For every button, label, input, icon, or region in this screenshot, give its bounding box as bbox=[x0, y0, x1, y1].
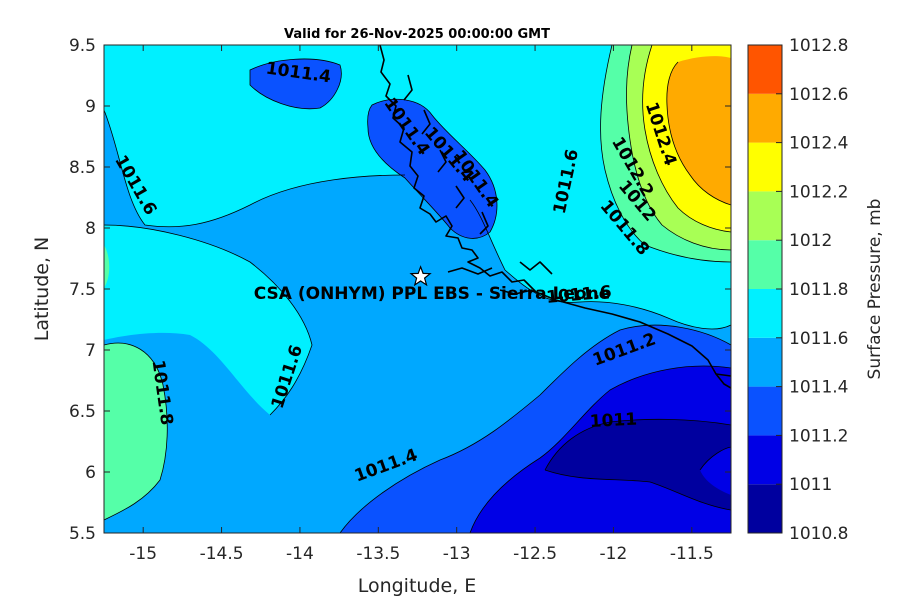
pressure-band-1011-6 bbox=[104, 45, 731, 329]
pressure-band-1012-4-ne bbox=[666, 56, 731, 206]
pressure-band-1011-6-west bbox=[104, 225, 312, 415]
colorbar: 1010.8 1011 1011.2 1011.4 1011.6 1011.8 1012 10… bbox=[747, 36, 848, 544]
x-tick-label: -14 bbox=[286, 544, 314, 564]
y-tick-label: 7.5 bbox=[69, 280, 96, 300]
colorbar-tick-label: 1011.8 bbox=[789, 280, 848, 300]
colorbar-tick-label: 1012.4 bbox=[789, 134, 848, 154]
colorbar-tick-label: 1012.6 bbox=[789, 85, 848, 105]
contour-label: 1011 bbox=[589, 410, 637, 432]
colorbar-swatch bbox=[748, 240, 782, 289]
pressure-band-1011-8-sw bbox=[104, 343, 168, 520]
colorbar-swatch bbox=[748, 142, 782, 192]
site-label: CSA (ONHYM) PPL EBS - Sierra Leone bbox=[254, 284, 611, 304]
colorbar-swatch bbox=[748, 191, 782, 241]
colorbar-tick-label: 1012 bbox=[789, 231, 832, 251]
colorbar-swatch bbox=[748, 45, 782, 94]
y-tick-label: 7 bbox=[85, 341, 96, 361]
y-tick-label: 6.5 bbox=[69, 402, 96, 422]
colorbar-tick-label: 1010.8 bbox=[789, 524, 848, 544]
colorbar-swatch bbox=[748, 289, 782, 338]
site-star-marker bbox=[409, 265, 432, 287]
colorbar-tick-label: 1011 bbox=[789, 475, 832, 495]
x-tick-label: -14.5 bbox=[200, 544, 244, 564]
x-tick-label: -13.5 bbox=[356, 544, 400, 564]
colorbar-swatch bbox=[748, 386, 782, 436]
colorbar-swatch bbox=[748, 337, 782, 387]
colorbar-tick-label: 1012.2 bbox=[789, 182, 848, 202]
colorbar-swatch bbox=[748, 435, 782, 485]
y-axis-ticks: 5.5 6 6.5 7 7.5 8 8.5 9 9.5 bbox=[69, 36, 731, 544]
coastline bbox=[379, 45, 731, 389]
x-tick-label: -13 bbox=[443, 544, 471, 564]
x-tick-label: -12.5 bbox=[513, 544, 557, 564]
x-tick-label: -15 bbox=[129, 544, 157, 564]
y-tick-label: 5.5 bbox=[69, 524, 96, 544]
colorbar-tick-label: 1012.8 bbox=[789, 36, 848, 56]
y-tick-label: 9.5 bbox=[69, 36, 96, 56]
x-tick-label: -11.5 bbox=[670, 544, 714, 564]
x-axis-title: Longitude, E bbox=[358, 575, 477, 597]
colorbar-tick-label: 1011.2 bbox=[789, 426, 848, 446]
pressure-band-1011-se-pocket bbox=[700, 447, 731, 495]
pressure-band-1011-8-w bbox=[104, 245, 110, 288]
y-tick-label: 8 bbox=[85, 219, 96, 239]
y-tick-label: 6 bbox=[85, 463, 96, 483]
colorbar-tick-label: 1011.6 bbox=[789, 329, 848, 349]
x-tick-label: -12 bbox=[600, 544, 628, 564]
y-tick-label: 9 bbox=[85, 97, 96, 117]
x-axis-ticks: -15 -14.5 -14 -13.5 -13 -12.5 -12 -11.5 bbox=[129, 45, 714, 564]
colorbar-tick-label: 1011.4 bbox=[789, 378, 848, 398]
colorbar-swatch bbox=[748, 93, 782, 143]
contour-lines bbox=[104, 45, 731, 533]
y-axis-title: Latitude, N bbox=[31, 237, 53, 342]
pressure-band-1011-4-north-large bbox=[367, 99, 497, 239]
colorbar-swatch bbox=[748, 484, 782, 533]
plot-title: Valid for 26-Nov-2025 00:00:00 GMT bbox=[284, 27, 550, 42]
pressure-band-1011-4-north-small bbox=[250, 58, 342, 109]
colorbar-title: Surface Pressure, mb bbox=[865, 199, 885, 380]
y-tick-label: 8.5 bbox=[69, 158, 96, 178]
pressure-band-1010-8-se bbox=[545, 419, 731, 510]
